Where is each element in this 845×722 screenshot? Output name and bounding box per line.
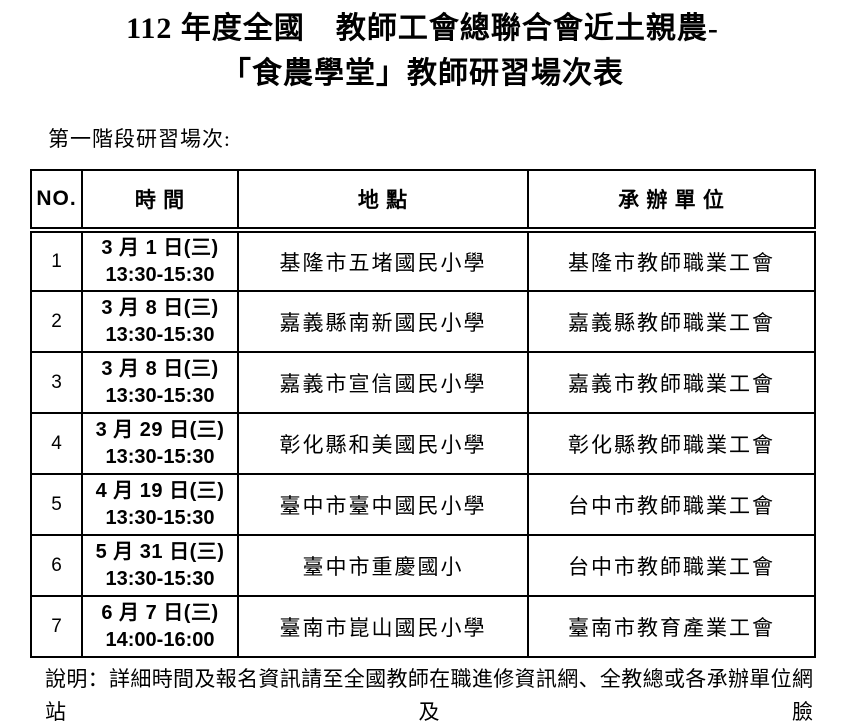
session-hours: 13:30-15:30 <box>105 323 215 346</box>
session-number: 1 <box>30 229 83 292</box>
session-date: 3 月 8 日(三) <box>101 357 219 380</box>
session-number: 6 <box>30 534 83 597</box>
session-organizer: 臺南市教育產業工會 <box>527 595 816 658</box>
session-number: 3 <box>30 351 83 414</box>
title-line-2: 「食農學堂」教師研習場次表 <box>221 57 624 90</box>
title-line-1: 112 年度全國 教師工會總聯合會近土親農- <box>126 12 719 45</box>
col-header-no: NO. <box>30 169 83 233</box>
session-location: 彰化縣和美國民小學 <box>237 412 529 475</box>
session-hours: 13:30-15:30 <box>105 263 215 286</box>
table-header-row: NO. 時 間 地 點 承 辦 單 位 <box>30 169 816 233</box>
table-row: 5 4 月 19 日(三) 13:30-15:30 臺中市臺中國民小學 台中市教… <box>30 473 816 536</box>
session-time-cell: 3 月 8 日(三) 13:30-15:30 <box>81 351 239 414</box>
session-number: 2 <box>30 290 83 353</box>
col-header-time: 時 間 <box>81 169 239 233</box>
session-organizer: 彰化縣教師職業工會 <box>527 412 816 475</box>
session-organizer: 嘉義縣教師職業工會 <box>527 290 816 353</box>
table-row: 6 5 月 31 日(三) 13:30-15:30 臺中市重慶國小 台中市教師職… <box>30 534 816 597</box>
table-row: 4 3 月 29 日(三) 13:30-15:30 彰化縣和美國民小學 彰化縣教… <box>30 412 816 475</box>
session-number: 5 <box>30 473 83 536</box>
session-location: 臺南市崑山國民小學 <box>237 595 529 658</box>
session-time-cell: 4 月 19 日(三) 13:30-15:30 <box>81 473 239 536</box>
session-organizer: 基隆市教師職業工會 <box>527 229 816 292</box>
session-date: 3 月 1 日(三) <box>101 236 219 259</box>
table-row: 1 3 月 1 日(三) 13:30-15:30 基隆市五堵國民小學 基隆市教師… <box>30 229 816 292</box>
session-date: 6 月 7 日(三) <box>101 601 219 624</box>
table-row: 3 3 月 8 日(三) 13:30-15:30 嘉義市宣信國民小學 嘉義市教師… <box>30 351 816 414</box>
table-row: 7 6 月 7 日(三) 14:00-16:00 臺南市崑山國民小學 臺南市教育… <box>30 595 816 658</box>
session-hours: 13:30-15:30 <box>105 506 215 529</box>
schedule-table: NO. 時 間 地 點 承 辦 單 位 1 3 月 1 日(三) 13:30-1… <box>30 169 816 658</box>
table-row: 2 3 月 8 日(三) 13:30-15:30 嘉義縣南新國民小學 嘉義縣教師… <box>30 290 816 353</box>
section-label: 第一階段研習場次: <box>48 127 231 151</box>
session-organizer: 台中市教師職業工會 <box>527 473 816 536</box>
footnote: 說明：詳細時間及報名資訊請至全國教師在職進修資訊網、全教總或各承辦單位網站及臉 … <box>45 663 813 722</box>
col-header-location: 地 點 <box>237 169 529 233</box>
session-time-cell: 3 月 29 日(三) 13:30-15:30 <box>81 412 239 475</box>
session-organizer: 台中市教師職業工會 <box>527 534 816 597</box>
col-header-organizer: 承 辦 單 位 <box>527 169 816 233</box>
session-date: 3 月 8 日(三) <box>101 296 219 319</box>
session-hours: 13:30-15:30 <box>105 445 215 468</box>
session-time-cell: 6 月 7 日(三) 14:00-16:00 <box>81 595 239 658</box>
session-location: 嘉義市宣信國民小學 <box>237 351 529 414</box>
session-location: 臺中市重慶國小 <box>237 534 529 597</box>
session-date: 5 月 31 日(三) <box>95 540 225 563</box>
session-date: 3 月 29 日(三) <box>95 418 225 441</box>
session-hours: 14:00-16:00 <box>105 628 215 651</box>
session-hours: 13:30-15:30 <box>105 567 215 590</box>
session-location: 臺中市臺中國民小學 <box>237 473 529 536</box>
session-location: 嘉義縣南新國民小學 <box>237 290 529 353</box>
session-location: 基隆市五堵國民小學 <box>237 229 529 292</box>
session-date: 4 月 19 日(三) <box>95 479 225 502</box>
session-number: 7 <box>30 595 83 658</box>
session-time-cell: 3 月 8 日(三) 13:30-15:30 <box>81 290 239 353</box>
document-title: 112 年度全國 教師工會總聯合會近土親農- 「食農學堂」教師研習場次表 <box>0 0 845 96</box>
session-hours: 13:30-15:30 <box>105 384 215 407</box>
session-organizer: 嘉義市教師職業工會 <box>527 351 816 414</box>
session-time-cell: 3 月 1 日(三) 13:30-15:30 <box>81 229 239 292</box>
footnote-line-1: 說明：詳細時間及報名資訊請至全國教師在職進修資訊網、全教總或各承辦單位網站及臉 <box>45 667 813 722</box>
session-number: 4 <box>30 412 83 475</box>
session-time-cell: 5 月 31 日(三) 13:30-15:30 <box>81 534 239 597</box>
